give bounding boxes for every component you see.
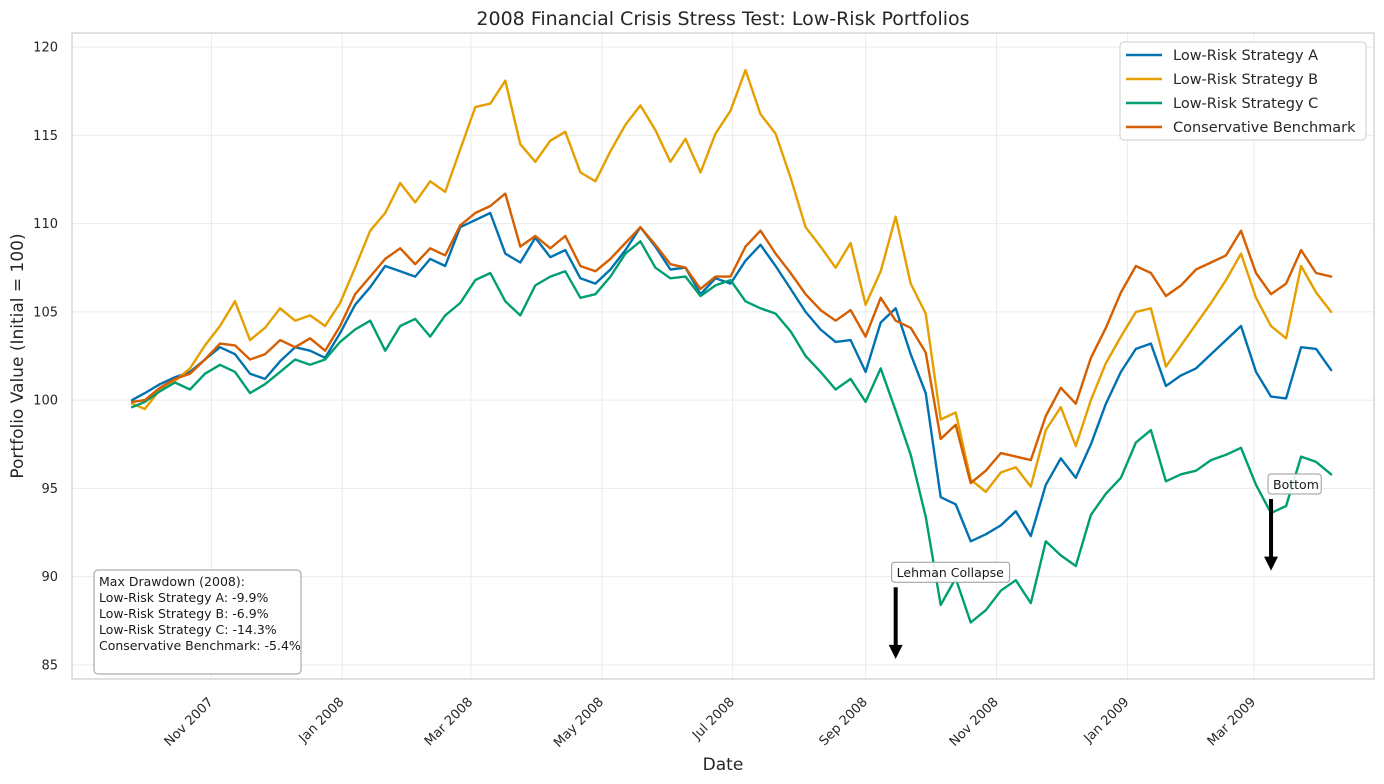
- y-tick-label: 105: [33, 305, 58, 320]
- annotations: Lehman Collapse Bottom: [888, 473, 1322, 659]
- legend-item-low-risk-strategy-c: Low-Risk Strategy C: [1126, 96, 1318, 112]
- line-low-risk-strategy-c: [130, 240, 1333, 624]
- x-tick-label: Nov 2008: [947, 695, 1002, 750]
- annotation-arrowhead: [1264, 556, 1279, 571]
- drawdown-title: Max Drawdown (2008):: [99, 574, 245, 589]
- drawdown-line-a: Low-Risk Strategy A: -9.9%: [99, 590, 268, 605]
- x-axis-ticks: Nov 2007 Jan 2008 Mar 2008 May 2008 Jul 2008…: [162, 695, 1259, 751]
- y-tick-label: 115: [33, 129, 58, 144]
- annotation-arrowhead: [888, 644, 903, 659]
- x-tick-label: Jul 2008: [689, 695, 738, 744]
- legend-label: Low-Risk Strategy A: [1173, 48, 1318, 64]
- x-tick-label: Jan 2008: [296, 695, 348, 747]
- y-axis-label: Portfolio Value (Initial = 100): [8, 233, 28, 478]
- annotation-label: Lehman Collapse: [897, 565, 1005, 580]
- annotation-lehman: Lehman Collapse: [888, 561, 1011, 659]
- drawdown-line-benchmark: Conservative Benchmark: -5.4%: [99, 638, 301, 653]
- series-low-risk-strategy-a: [130, 211, 1333, 543]
- x-tick-label: Mar 2009: [1205, 695, 1259, 749]
- legend-label: Low-Risk Strategy C: [1173, 96, 1318, 112]
- plot-frame: [71, 32, 1375, 680]
- legend-label: Conservative Benchmark: [1173, 120, 1356, 136]
- y-tick-label: 85: [41, 658, 58, 673]
- annotation-bottom: Bottom: [1264, 473, 1322, 571]
- legend-label: Low-Risk Strategy B: [1173, 72, 1318, 88]
- annotation-label: Bottom: [1273, 477, 1319, 492]
- drawdown-box: Max Drawdown (2008): Low-Risk Strategy A…: [93, 569, 302, 675]
- x-axis-label: Date: [703, 755, 744, 775]
- legend: Low-Risk Strategy A Low-Risk Strategy B Lo…: [1119, 41, 1367, 141]
- y-tick-label: 110: [33, 217, 58, 232]
- legend-item-conservative-benchmark: Conservative Benchmark: [1126, 120, 1356, 136]
- annotation-box: [891, 561, 1011, 583]
- y-axis-ticks: 85 90 95 100 105 110 115 120: [33, 41, 58, 674]
- series-conservative-benchmark: [130, 192, 1333, 485]
- x-tick-label: Jan 2009: [1081, 695, 1133, 747]
- series-low-risk-strategy-c: [130, 240, 1333, 624]
- x-tick-label: May 2008: [551, 695, 607, 751]
- drawdown-line-b: Low-Risk Strategy B: -6.9%: [99, 606, 269, 621]
- chart-title: 2008 Financial Crisis Stress Test: Low-R…: [476, 8, 969, 30]
- x-tick-label: Nov 2007: [162, 695, 217, 750]
- line-conservative-benchmark: [130, 192, 1333, 485]
- y-tick-label: 95: [41, 482, 58, 497]
- y-tick-label: 90: [41, 570, 58, 585]
- annotation-box: [1267, 473, 1322, 495]
- drawdown-box-frame: [93, 569, 302, 675]
- y-tick-label: 100: [33, 394, 58, 409]
- legend-item-low-risk-strategy-a: Low-Risk Strategy A: [1126, 48, 1318, 64]
- series-lines: [130, 68, 1333, 624]
- x-tick-label: Sep 2008: [817, 695, 871, 749]
- series-low-risk-strategy-b: [130, 68, 1333, 494]
- x-tick-label: Mar 2008: [422, 695, 476, 749]
- legend-frame: [1119, 41, 1367, 141]
- y-tick-label: 120: [33, 41, 58, 56]
- line-low-risk-strategy-a: [130, 211, 1333, 543]
- legend-item-low-risk-strategy-b: Low-Risk Strategy B: [1126, 72, 1318, 88]
- drawdown-line-c: Low-Risk Strategy C: -14.3%: [99, 622, 277, 637]
